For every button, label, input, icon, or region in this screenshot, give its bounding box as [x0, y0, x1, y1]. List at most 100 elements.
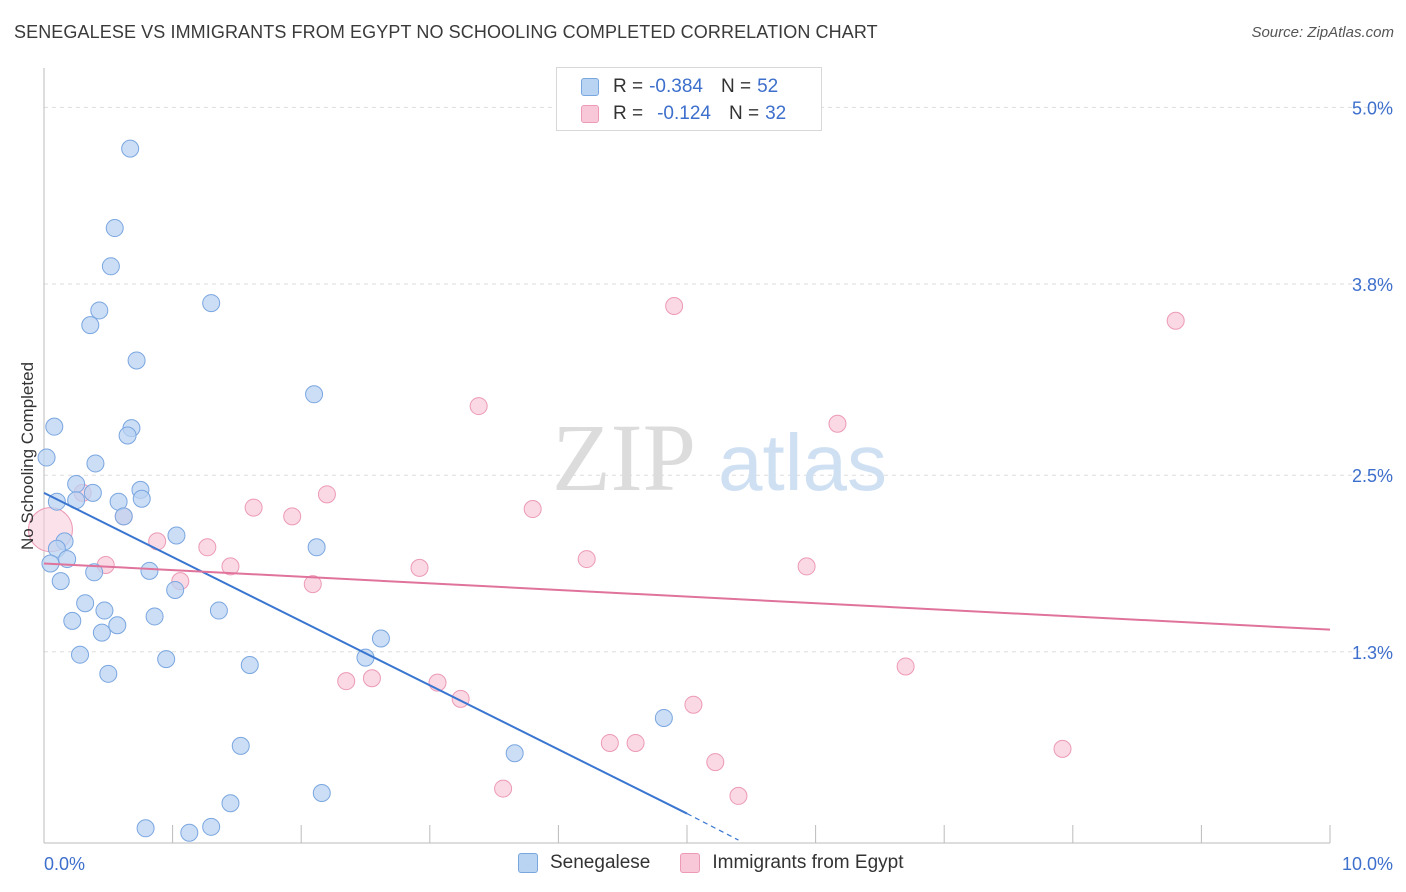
senegalese-point: [180, 823, 199, 842]
egypt-point: [362, 669, 381, 688]
senegalese-point: [307, 538, 326, 557]
senegalese-point: [140, 561, 159, 580]
senegalese-point: [85, 563, 104, 582]
egypt-point: [410, 558, 429, 577]
zipatlas-watermark: ZIP atlas: [552, 404, 887, 511]
legend-label-egypt: Immigrants from Egypt: [712, 852, 904, 873]
senegalese-point: [81, 316, 100, 335]
senegalese-point: [145, 607, 164, 626]
senegalese-point: [76, 594, 95, 613]
egypt-point: [244, 498, 263, 517]
senegalese-point: [127, 351, 146, 370]
egypt-point: [706, 753, 725, 772]
senegalese-point: [105, 219, 124, 238]
senegalese-point: [114, 507, 133, 526]
egypt-point: [797, 557, 816, 576]
senegalese-point: [67, 475, 86, 494]
grid-lines: [44, 106, 1392, 653]
egypt-point: [626, 733, 645, 752]
legend-r-value: -0.384: [649, 76, 703, 97]
senegalese-point: [99, 664, 118, 683]
tick-labels: 1.3% 2.5% 3.8% 5.0% 0.0% 10.0%: [44, 98, 1393, 874]
legend-swatch-egypt: [680, 853, 701, 873]
senegalese-point: [71, 645, 90, 664]
senegalese-point: [37, 448, 56, 467]
senegalese-point: [371, 629, 390, 648]
senegalese-point: [108, 616, 127, 635]
egypt-point: [896, 657, 915, 676]
x-tick-label: 10.0%: [1342, 854, 1393, 874]
egypt-point: [729, 786, 748, 805]
legend-item-senegalese: Senegalese: [518, 852, 650, 874]
egypt-point: [303, 575, 322, 594]
senegalese-point: [136, 819, 155, 838]
legend-swatch-senegalese: [518, 853, 538, 873]
senegalese-point: [202, 294, 221, 313]
egypt-point: [577, 550, 596, 569]
senegalese-point: [356, 648, 375, 667]
egypt-point: [469, 397, 488, 416]
legend-item-egypt: Immigrants from Egypt: [680, 852, 903, 874]
y-tick-label: 5.0%: [1352, 98, 1393, 118]
egypt-point: [1166, 311, 1185, 330]
legend-swatch-pink: [581, 105, 599, 123]
legend-row-senegalese: R = -0.384 N = 52: [581, 74, 778, 100]
y-axis-label: No Schooling Completed: [18, 361, 37, 551]
egypt-point: [523, 500, 542, 519]
senegalese-point: [83, 483, 102, 502]
source-credit: Source: ZipAtlas.com: [1251, 24, 1394, 41]
correlation-legend: R = -0.384 N = 52 R = -0.124 N = 32: [556, 67, 822, 131]
egypt-trend-line: [43, 562, 1331, 631]
egypt-point: [283, 507, 302, 526]
y-tick-label: 1.3%: [1352, 643, 1393, 663]
legend-r-label: R =: [613, 103, 644, 124]
legend-r-label: R =: [613, 76, 644, 97]
senegalese-point: [221, 794, 240, 813]
y-tick-label: 2.5%: [1352, 466, 1393, 486]
senegalese-point: [167, 526, 186, 545]
senegalese-point: [118, 426, 137, 445]
egypt-point: [198, 538, 217, 557]
egypt-point: [1053, 739, 1072, 758]
senegalese-point: [45, 417, 64, 436]
senegalese-point: [58, 550, 77, 569]
senegalese-point: [157, 650, 176, 669]
x-tick-label: 0.0%: [44, 854, 85, 874]
legend-n-label: N =: [720, 76, 752, 97]
watermark-zip: ZIP: [552, 404, 696, 511]
legend-row-egypt: R = -0.124 N = 32: [581, 101, 786, 127]
legend-swatch-blue: [581, 78, 599, 96]
egypt-point: [221, 557, 240, 576]
senegalese-point: [231, 736, 250, 755]
egypt-points: [27, 297, 1185, 805]
senegalese-point: [92, 623, 111, 642]
senegalese-point: [63, 611, 82, 630]
senegalese-point: [90, 301, 109, 320]
egypt-point: [337, 672, 356, 691]
egypt-point: [600, 733, 619, 752]
legend-r-value: -0.124: [657, 103, 711, 124]
chart-title: SENEGALESE VS IMMIGRANTS FROM EGYPT NO S…: [14, 22, 878, 42]
senegalese-point: [101, 257, 120, 276]
egypt-point: [684, 695, 703, 714]
senegalese-point: [166, 580, 185, 599]
senegalese-point: [240, 655, 259, 674]
senegalese-point: [121, 139, 140, 158]
legend-n-value: 32: [765, 103, 787, 124]
senegalese-point: [51, 572, 70, 591]
series-legend: Senegalese Immigrants from Egypt: [518, 852, 933, 874]
senegalese-points: [37, 139, 673, 842]
senegalese-point: [654, 708, 673, 727]
senegalese-point: [202, 817, 221, 836]
senegalese-point: [86, 454, 105, 473]
senegalese-point: [305, 385, 324, 404]
y-tick-label: 3.8%: [1352, 275, 1393, 295]
senegalese-point: [505, 744, 524, 763]
egypt-point: [494, 779, 513, 798]
senegalese-trend-line: [43, 491, 688, 815]
egypt-point: [828, 414, 847, 433]
legend-n-value: 52: [757, 76, 779, 97]
senegalese-point: [132, 489, 151, 508]
egypt-point: [665, 297, 684, 316]
